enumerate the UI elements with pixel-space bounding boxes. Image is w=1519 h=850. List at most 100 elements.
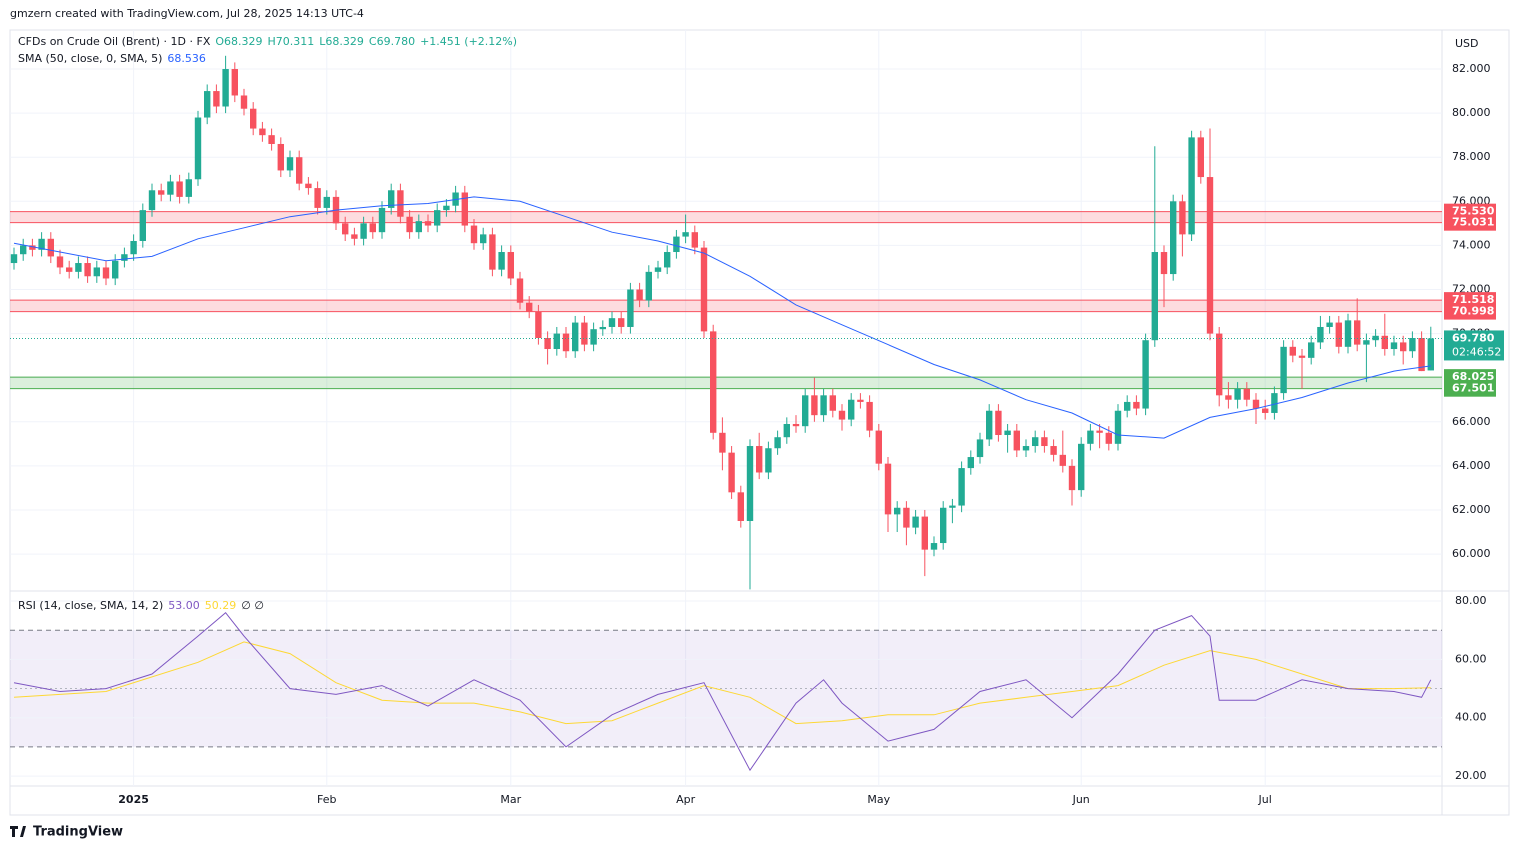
candle-body — [912, 516, 919, 528]
sma-line — [13, 196, 1431, 439]
candle-body — [590, 329, 597, 345]
candle-body — [75, 263, 82, 272]
candle-body — [20, 245, 27, 255]
candle-body — [323, 196, 330, 208]
candle-body — [1317, 326, 1324, 343]
price-tick-label: 66.000 — [1452, 415, 1491, 428]
candle-body — [148, 190, 156, 211]
candle-body — [1022, 446, 1030, 451]
candle-body — [572, 322, 579, 352]
candle-body — [746, 446, 754, 521]
candle-body — [618, 318, 625, 327]
currency: USD — [1455, 37, 1479, 50]
candle-body — [673, 236, 680, 253]
candle-body — [443, 205, 450, 211]
candle-body — [378, 207, 386, 233]
candle-body — [553, 333, 560, 350]
candle-body — [1096, 430, 1103, 433]
rsi-sma-line — [13, 641, 1431, 725]
candle-body — [93, 267, 100, 277]
candle-body — [139, 210, 146, 241]
candle-body — [1280, 346, 1287, 394]
candle-body — [305, 183, 312, 189]
candle-body — [719, 432, 726, 453]
candle-body — [1252, 399, 1260, 409]
candle-body — [1004, 430, 1011, 436]
candle-body — [415, 221, 422, 233]
logo-icon — [10, 826, 26, 837]
zone-price-text: 75.031 — [1452, 216, 1494, 229]
candle-body — [995, 410, 1002, 436]
last-price-tag — [1444, 330, 1504, 361]
zone — [10, 377, 1442, 389]
candle-body — [526, 302, 533, 312]
candle-body — [765, 448, 772, 473]
legend-title: CFDs on Crude Oil (Brent) · 1D · FX — [18, 35, 211, 48]
candle-body — [1160, 252, 1168, 275]
candle-body — [1418, 338, 1425, 372]
price-tick-label: 60.000 — [1452, 547, 1491, 560]
candle-body — [1363, 340, 1370, 345]
last-price-text: 69.780 — [1452, 331, 1495, 344]
candle-body — [562, 333, 570, 352]
candle-body — [894, 507, 901, 515]
legend-ohlc: L68.329 — [319, 35, 364, 48]
candle-body — [167, 181, 174, 195]
candle-body — [820, 395, 827, 416]
candle-body — [434, 210, 441, 226]
candle-body — [636, 289, 643, 301]
legend-ohlc: H70.311 — [268, 35, 315, 48]
time-tick-label: Feb — [317, 793, 336, 806]
candle-body — [351, 234, 358, 239]
rsi-legend-value: 53.00 — [168, 599, 200, 612]
candle-body — [194, 117, 202, 180]
candle-body — [829, 395, 836, 411]
sma-legend-value: 68.536 — [167, 52, 206, 65]
zone-price-tag — [1444, 214, 1496, 231]
candle-body — [1335, 322, 1342, 347]
candle-body — [1298, 355, 1306, 358]
candle-body — [360, 223, 367, 239]
candle-body — [1409, 338, 1416, 352]
candle-body — [1068, 465, 1076, 491]
candle-body — [875, 430, 882, 464]
candle-body — [185, 179, 192, 197]
candle-body — [1354, 320, 1361, 345]
candle-body — [56, 256, 64, 268]
candle-body — [1059, 454, 1066, 466]
candle-body — [1142, 340, 1149, 409]
candle-body — [1289, 346, 1296, 356]
footer-brand: TradingView — [33, 825, 123, 840]
candle-body — [728, 452, 735, 493]
candle-body — [1013, 430, 1020, 451]
candle-body — [544, 338, 551, 350]
candle-body — [498, 252, 505, 270]
candle-body — [930, 543, 938, 550]
candle-body — [1124, 401, 1131, 411]
candle-body — [756, 446, 763, 473]
candle-body — [489, 234, 496, 270]
rsi-tick-label: 20.00 — [1455, 769, 1487, 782]
legend-ohlc: C69.780 — [369, 35, 415, 48]
candle-body — [783, 423, 790, 438]
candle-body — [121, 254, 128, 261]
candle-body — [424, 221, 432, 226]
candle-body — [1344, 320, 1352, 347]
candle-body — [700, 247, 708, 332]
attribution: gmzern created with TradingView.com, Jul… — [10, 7, 364, 20]
candle-body — [222, 69, 229, 107]
candle-body — [29, 245, 36, 250]
candle-body — [811, 395, 818, 416]
candle-body — [710, 331, 717, 433]
candle-body — [654, 267, 662, 272]
candle-body — [286, 157, 294, 171]
candle-body — [848, 399, 855, 420]
candle-body — [259, 128, 266, 136]
candle-body — [737, 492, 744, 521]
candle-body — [986, 410, 993, 440]
sma-legend: SMA (50, close, 0, SMA, 5) — [18, 52, 162, 65]
candle-body — [1151, 252, 1158, 341]
candle-body — [112, 260, 119, 279]
